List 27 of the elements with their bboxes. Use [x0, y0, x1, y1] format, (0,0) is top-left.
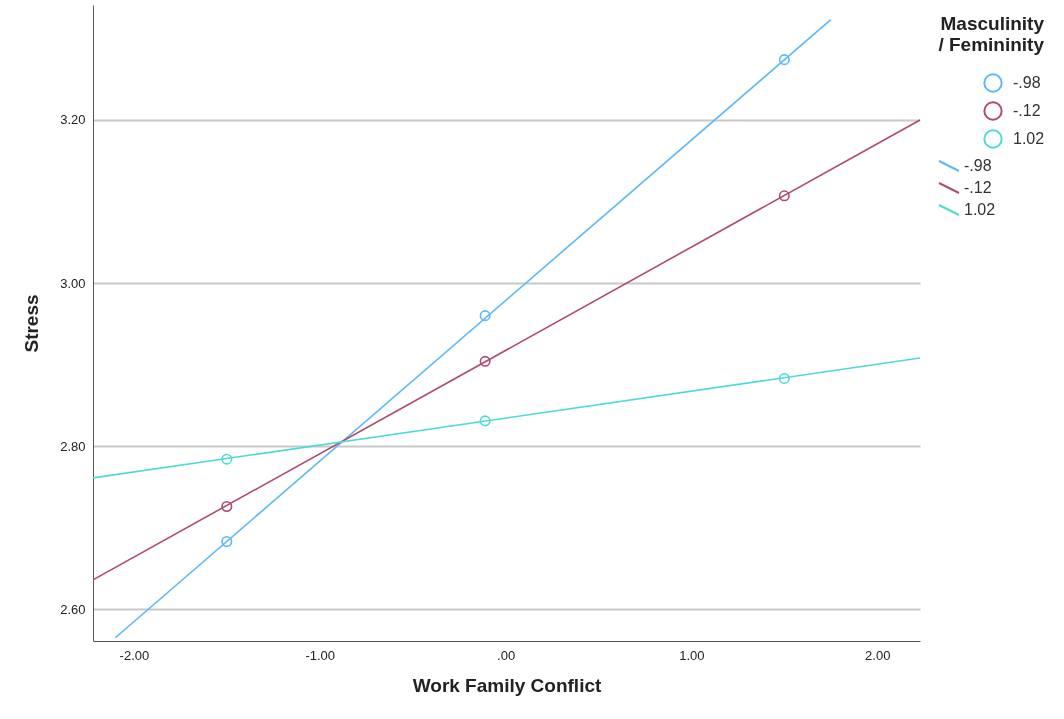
legend-label: 1.02: [964, 201, 996, 218]
x-tick-label: -2.00: [119, 647, 150, 663]
y-tick-label: 3.20: [60, 112, 86, 128]
legend-label: -.98: [1013, 74, 1041, 91]
y-tick-label: 2.60: [60, 601, 86, 617]
legend-label: -.98: [964, 157, 992, 174]
y-tick-label: 2.80: [60, 438, 86, 454]
point: [479, 355, 491, 367]
legend-label: 1.02: [1013, 130, 1045, 147]
point: [221, 535, 233, 548]
point: [778, 190, 790, 202]
point: [778, 372, 790, 384]
legend-label: -.12: [1013, 102, 1041, 119]
y-axis-title: Stress: [21, 294, 43, 353]
x-axis-title: Work Family Conflict: [412, 674, 602, 696]
point: [479, 310, 491, 322]
x-tick-label: -1.00: [305, 647, 336, 663]
x-tick-label: 1.00: [679, 647, 705, 663]
legend-label: -.12: [964, 179, 992, 196]
legend-title: Masculinity / Femininity: [938, 13, 1045, 55]
x-tick-label: 2.00: [865, 647, 891, 663]
point: [778, 54, 790, 66]
point: [479, 415, 491, 427]
x-tick-label: .00: [497, 647, 516, 663]
y-tick-label: 3.00: [60, 275, 86, 291]
point: [221, 500, 233, 512]
point: [221, 453, 233, 465]
